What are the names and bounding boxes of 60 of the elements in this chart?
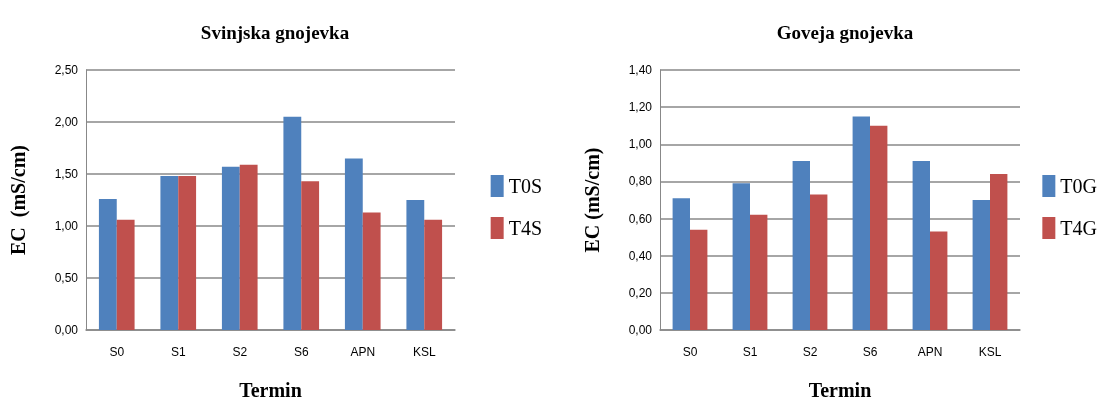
y-tick-label: 1,00 (54, 219, 79, 233)
bar (672, 198, 690, 330)
y-tick-label: 1,00 (628, 137, 653, 152)
y-tick-label: 0,60 (628, 211, 653, 226)
y-tick-label: 0,00 (628, 323, 653, 337)
bar (116, 219, 135, 330)
y-tick-label: 0,40 (628, 248, 653, 263)
chart-title: Svinjska gnojevka (200, 22, 350, 43)
x-axis-title: Termin (808, 379, 872, 401)
y-tick-label: 2,00 (54, 115, 79, 129)
x-tick-label: S2 (802, 345, 818, 359)
legend-label: T0S (508, 175, 542, 197)
bar (792, 161, 810, 330)
bar (732, 183, 750, 330)
y-tick-label: 0,00 (54, 323, 79, 337)
y-tick-label: 0,20 (628, 285, 653, 300)
x-tick-label: S1 (170, 345, 186, 359)
bar (990, 174, 1008, 330)
x-tick-label: S6 (862, 345, 878, 359)
legend-label: T4G (1060, 217, 1098, 239)
y-tick-label: 0,50 (54, 271, 79, 285)
bar (301, 181, 320, 330)
x-tick-label: S0 (682, 345, 698, 359)
x-tick-label: S2 (232, 345, 248, 359)
bar (178, 176, 197, 330)
bar (424, 219, 443, 330)
bar (406, 200, 425, 330)
bar (852, 116, 870, 330)
x-tick-label: APN (350, 345, 376, 359)
bar (283, 116, 302, 330)
bar (750, 214, 768, 330)
bar (98, 198, 117, 330)
bar (221, 166, 240, 330)
y-tick-label: 1,40 (628, 63, 653, 77)
y-tick-label: 2,50 (54, 63, 79, 77)
bar (912, 161, 930, 330)
legend-label: T4S (508, 217, 542, 239)
legend-label: T0G (1060, 175, 1098, 197)
bar (930, 231, 948, 330)
bar (870, 125, 888, 330)
bar (810, 194, 828, 330)
bar (690, 229, 708, 330)
x-tick-label: S1 (742, 345, 758, 359)
y-axis-title: EC (mS/cm) (7, 145, 30, 255)
x-tick-label: APN (917, 345, 943, 359)
y-axis-title: EC (mS/cm) (581, 147, 604, 253)
x-tick-label: KSL (412, 345, 436, 359)
chart-title: Goveja gnojevka (776, 22, 914, 43)
bar (160, 176, 179, 330)
x-tick-label: KSL (978, 345, 1002, 359)
bar (239, 164, 258, 330)
x-tick-label: S6 (293, 345, 309, 359)
bar (972, 200, 990, 330)
y-tick-label: 1,20 (628, 100, 653, 115)
y-tick-label: 1,50 (54, 167, 79, 181)
x-tick-label: S0 (109, 345, 125, 359)
bar (362, 212, 381, 330)
y-tick-label: 0,80 (628, 174, 653, 189)
x-axis-title: Termin (239, 379, 302, 401)
bar (344, 158, 363, 330)
